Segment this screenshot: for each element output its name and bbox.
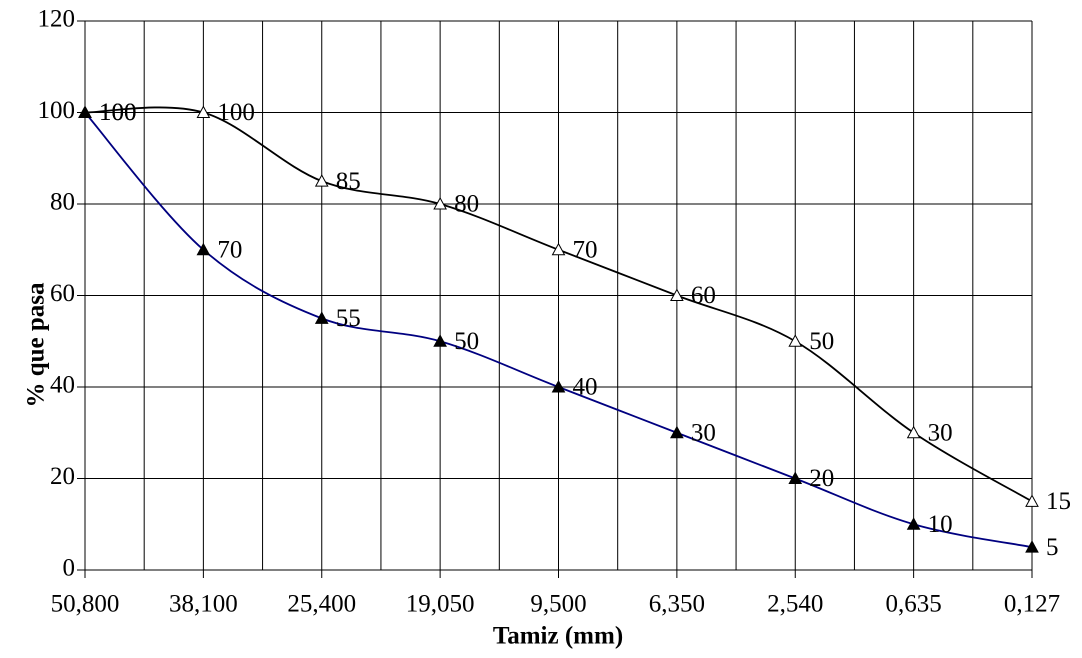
x-tick-label: 38,100 <box>169 591 238 618</box>
x-axis-title: Tamiz (mm) <box>493 623 623 650</box>
data-label: 5 <box>1046 534 1059 561</box>
marker <box>314 174 329 187</box>
data-label: 15 <box>1046 488 1071 515</box>
x-tick-label: 0,127 <box>1004 591 1060 618</box>
data-label: 50 <box>454 328 479 355</box>
marker <box>433 334 447 347</box>
y-tick-label: 0 <box>63 555 76 582</box>
data-label: 10 <box>928 511 953 538</box>
y-tick-label: 80 <box>50 189 75 216</box>
marker <box>1025 540 1039 553</box>
marker <box>906 425 921 439</box>
marker <box>433 196 447 210</box>
marker <box>670 288 684 301</box>
marker <box>906 517 921 530</box>
marker <box>670 425 684 439</box>
x-tick-label: 0,635 <box>886 591 942 618</box>
series-line <box>84 111 1033 549</box>
y-tick-label: 40 <box>50 372 75 399</box>
marker <box>196 105 211 118</box>
marker <box>788 334 803 347</box>
x-tick-label: 25,400 <box>287 591 356 618</box>
data-label: 30 <box>691 419 716 446</box>
data-label: 70 <box>573 236 598 263</box>
y-tick-label: 120 <box>38 6 76 33</box>
marker <box>551 379 566 393</box>
data-label: 100 <box>217 99 255 126</box>
data-label: 40 <box>573 374 598 401</box>
x-tick-label: 19,050 <box>406 591 475 618</box>
y-tick-label: 60 <box>50 280 75 307</box>
data-label: 100 <box>99 99 137 126</box>
x-tick-label: 6,350 <box>649 591 705 618</box>
data-label: 85 <box>336 168 361 195</box>
data-label: 60 <box>691 282 716 309</box>
y-tick-label: 100 <box>38 97 76 124</box>
marker <box>196 242 211 256</box>
marker <box>78 105 92 118</box>
marker <box>1025 494 1039 507</box>
marker <box>314 311 329 324</box>
x-tick-label: 50,800 <box>51 591 120 618</box>
data-label: 20 <box>809 465 834 492</box>
marker <box>788 471 803 484</box>
y-tick-label: 20 <box>50 463 75 490</box>
data-label: 50 <box>809 328 834 355</box>
data-label: 80 <box>454 191 479 218</box>
x-tick-label: 9,500 <box>530 591 586 618</box>
data-label: 70 <box>217 236 242 263</box>
x-tick-label: 2,540 <box>767 591 823 618</box>
data-label: 55 <box>336 305 361 332</box>
y-axis-title: % que pasa <box>23 282 50 408</box>
data-label: 30 <box>928 419 953 446</box>
marker <box>551 242 566 256</box>
data-label: 100 <box>99 99 137 126</box>
